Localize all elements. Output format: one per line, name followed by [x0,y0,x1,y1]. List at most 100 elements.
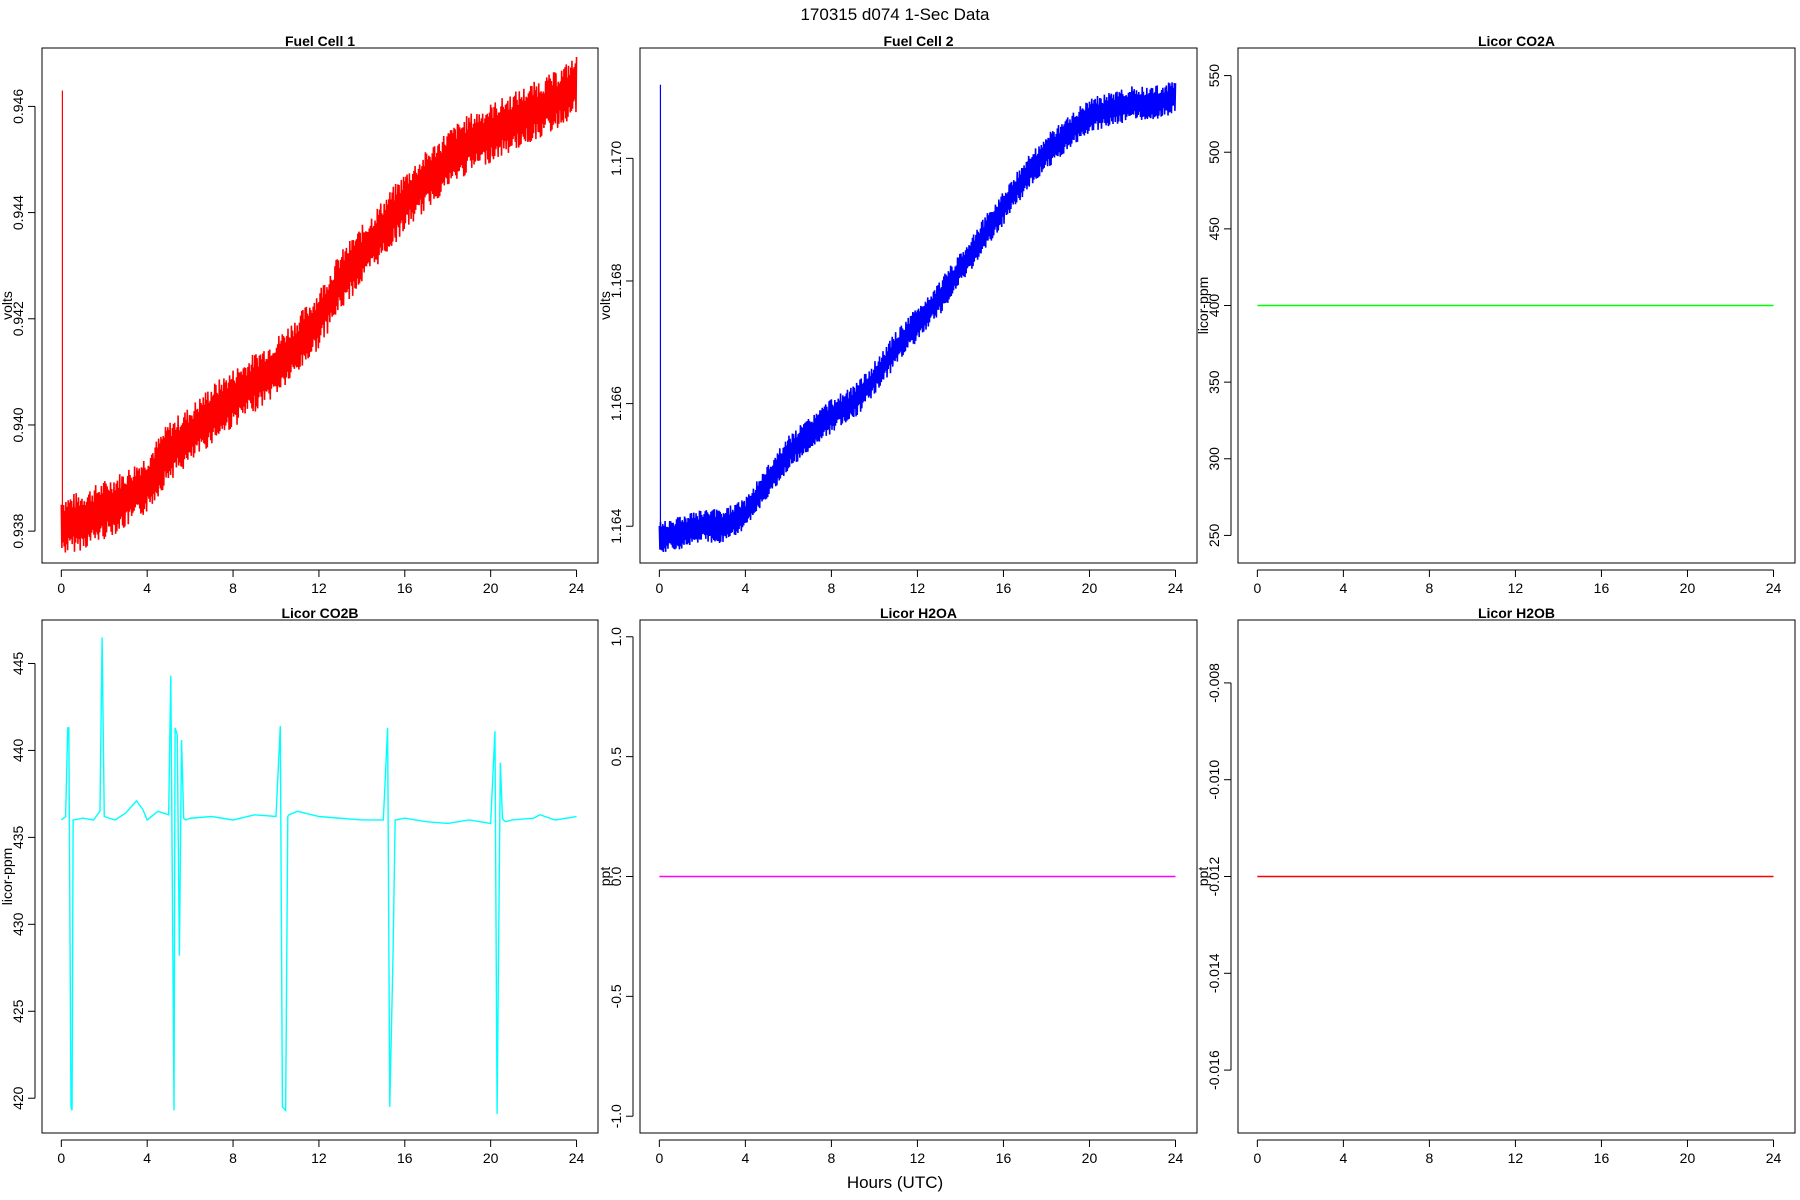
plot-frame [1237,47,1796,564]
y-tick-label: 430 [10,912,26,936]
x-tick-label: 16 [996,580,1012,596]
panel-1: Fuel Cell 1 0 4 8 12 16 20 24 0.938 0.940 0.942 0.9… [0,33,599,596]
panel-title: Licor CO2B [281,605,358,621]
series-line [658,82,1177,552]
panel-3: Licor CO2A 0 4 8 12 16 20 24 250 300 350 400 450 500 5… [1195,33,1796,596]
x-tick-label: 8 [229,1150,237,1166]
y-tick-label: 0.940 [10,407,26,442]
x-tick-label: 16 [397,580,413,596]
x-tick-label: 4 [1339,1150,1347,1166]
y-tick-label: -0.010 [1206,760,1222,800]
x-tick-label: 24 [569,580,585,596]
x-tick-label: 24 [1168,580,1184,596]
x-tick-label: 8 [828,1150,836,1166]
x-tick-label: 8 [828,580,836,596]
y-tick-label: 445 [10,652,26,676]
x-tick-label: 20 [1680,580,1696,596]
y-tick-label: -0.012 [1206,856,1222,896]
x-tick-label: 0 [655,1150,663,1166]
x-tick-label: 0 [57,1150,65,1166]
x-tick-label: 8 [1426,580,1434,596]
y-tick-label: 435 [10,825,26,849]
y-tick-label: 1.0 [608,627,624,647]
y-tick-label: 1.170 [608,141,624,176]
x-tick-label: 12 [1508,580,1524,596]
y-tick-label: 1.166 [608,386,624,421]
y-tick-label: 550 [1206,64,1222,88]
x-tick-label: 24 [1766,1150,1782,1166]
panel-title: Fuel Cell 1 [285,33,355,49]
y-tick-label: -0.008 [1206,663,1222,703]
panel-4: Licor CO2B 0 4 8 12 16 20 24 420 425 430 435 440 445 l… [0,605,599,1166]
x-tick-label: 0 [655,580,663,596]
y-axis-label: licor-ppm [0,848,15,906]
panel-title: Fuel Cell 2 [883,33,953,49]
x-tick-label: 4 [143,1150,151,1166]
x-tick-label: 8 [1426,1150,1434,1166]
y-tick-label: 0.942 [10,301,26,336]
y-tick-label: -0.014 [1206,953,1222,993]
y-tick-label: 420 [10,1086,26,1110]
y-tick-label: -0.5 [608,984,624,1008]
figure-title: 170315 d074 1-Sec Data [800,5,990,24]
x-tick-label: 8 [229,580,237,596]
y-axis-label: licor-ppm [1195,277,1211,335]
y-tick-label: 500 [1206,140,1222,164]
panel-6: Licor H2OB 0 4 8 12 16 20 24 -0.016 -0.014 -0.012 -… [1195,605,1796,1166]
series-line [60,637,577,1114]
x-tick-label: 4 [1339,580,1347,596]
y-tick-label: 0.944 [10,195,26,230]
x-tick-label: 16 [996,1150,1012,1166]
x-tick-label: 12 [910,1150,926,1166]
x-tick-label: 20 [483,1150,499,1166]
plot-frame [639,47,1198,564]
y-tick-label: 0.0 [608,867,624,887]
panel-title: Licor CO2A [1478,33,1555,49]
y-tick-label: 350 [1206,370,1222,394]
panel-title: Licor H2OA [880,605,957,621]
x-tick-label: 12 [910,580,926,596]
x-tick-label: 12 [311,580,327,596]
x-tick-label: 20 [483,580,499,596]
y-axis-label: volts [597,291,613,320]
plot-frame [41,47,599,564]
y-tick-label: 425 [10,999,26,1023]
x-tick-label: 12 [311,1150,327,1166]
y-tick-label: 400 [1206,294,1222,318]
x-tick-label: 24 [1168,1150,1184,1166]
y-axis-label: ppt [1195,867,1211,887]
x-tick-label: 24 [1766,580,1782,596]
y-tick-label: 250 [1206,524,1222,548]
y-tick-label: -1.0 [608,1104,624,1128]
x-tick-label: 0 [57,580,65,596]
x-tick-label: 0 [1253,1150,1261,1166]
x-tick-label: 4 [143,580,151,596]
x-tick-label: 0 [1253,580,1261,596]
y-axis-label: volts [0,291,15,320]
y-tick-label: 0.938 [10,513,26,548]
panel-title: Licor H2OB [1478,605,1555,621]
y-tick-label: 440 [10,739,26,763]
x-tick-label: 20 [1082,1150,1098,1166]
y-tick-label: 1.168 [608,263,624,298]
x-tick-label: 20 [1680,1150,1696,1166]
y-tick-label: 1.164 [608,508,624,543]
y-tick-label: 0.5 [608,747,624,767]
series-4 [60,637,577,1114]
plot-frame [639,619,1198,1134]
series-1 [60,57,578,553]
x-tick-label: 4 [741,580,749,596]
y-tick-label: 450 [1206,217,1222,241]
y-axis-label: ppt [597,867,613,887]
x-axis-label: Hours (UTC) [847,1173,943,1192]
y-tick-label: 300 [1206,447,1222,471]
x-tick-label: 16 [397,1150,413,1166]
x-tick-label: 16 [1594,580,1610,596]
y-tick-label: 0.946 [10,89,26,124]
plot-frame [41,619,599,1134]
y-tick-label: -0.016 [1206,1050,1222,1090]
panel-2: Fuel Cell 2 0 4 8 12 16 20 24 1.164 1.166 1.168 1.1… [597,33,1198,596]
x-tick-label: 4 [741,1150,749,1166]
series-2 [658,82,1177,552]
